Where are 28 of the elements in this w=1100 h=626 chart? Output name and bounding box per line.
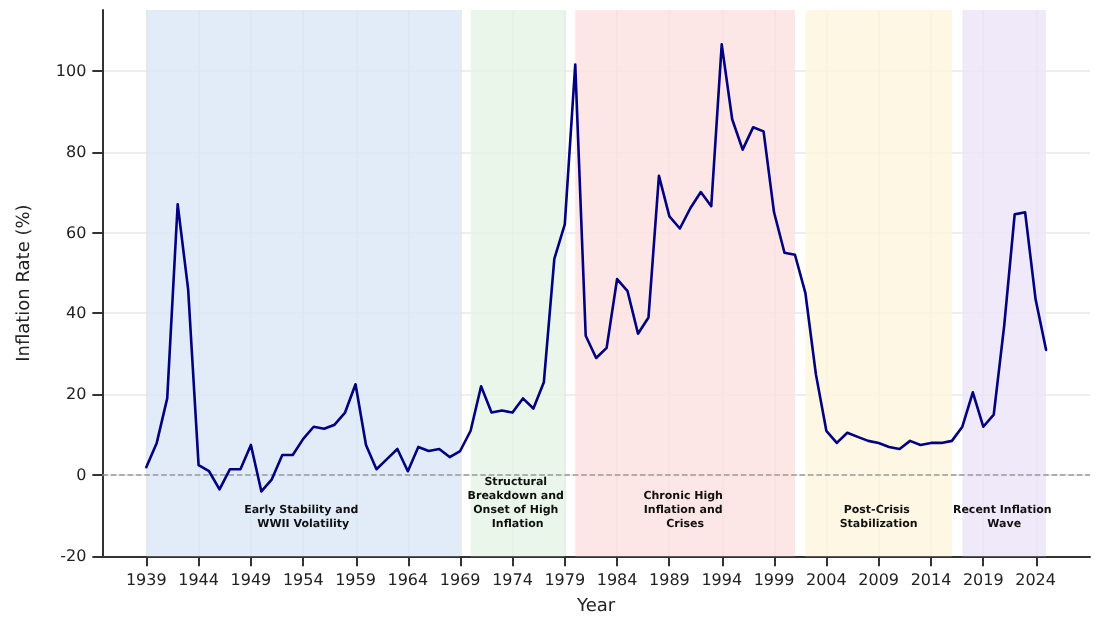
y-tick-label: 80 bbox=[65, 142, 87, 161]
x-tick-label: 2014 bbox=[910, 571, 952, 590]
y-axis-title: Inflation Rate (%) bbox=[15, 204, 35, 362]
x-axis-title: Year bbox=[575, 597, 616, 617]
x-tick-label: 1999 bbox=[753, 571, 795, 590]
y-tick-label: 100 bbox=[55, 61, 87, 80]
y-tick-label: 60 bbox=[65, 223, 87, 242]
x-tick-label: 1959 bbox=[335, 571, 376, 590]
x-tick-label: 1964 bbox=[387, 571, 429, 590]
x-tick-label: 1984 bbox=[596, 571, 638, 590]
x-tick-label: 1994 bbox=[701, 571, 743, 590]
x-tick-label: 1989 bbox=[649, 571, 690, 590]
y-tick-label: 40 bbox=[65, 304, 87, 323]
x-tick-label: 1974 bbox=[492, 571, 533, 590]
x-tick-label: 2004 bbox=[805, 571, 847, 590]
y-tick-label: 20 bbox=[65, 385, 87, 404]
y-tick-label: -20 bbox=[60, 547, 87, 566]
x-tick-label: 1939 bbox=[125, 571, 167, 590]
x-tick-label: 1954 bbox=[282, 571, 324, 590]
x-tick-label: 2019 bbox=[962, 571, 1004, 590]
x-tick-label: 1979 bbox=[544, 571, 586, 590]
x-tick-label: 2024 bbox=[1015, 571, 1056, 590]
x-tick-label: 1969 bbox=[439, 571, 481, 590]
x-tick-label: 1944 bbox=[178, 571, 219, 590]
x-tick-label: 1949 bbox=[230, 571, 272, 590]
y-tick-label: 0 bbox=[76, 466, 87, 485]
line-series bbox=[144, 43, 1048, 493]
x-tick-label: 2009 bbox=[858, 571, 900, 590]
